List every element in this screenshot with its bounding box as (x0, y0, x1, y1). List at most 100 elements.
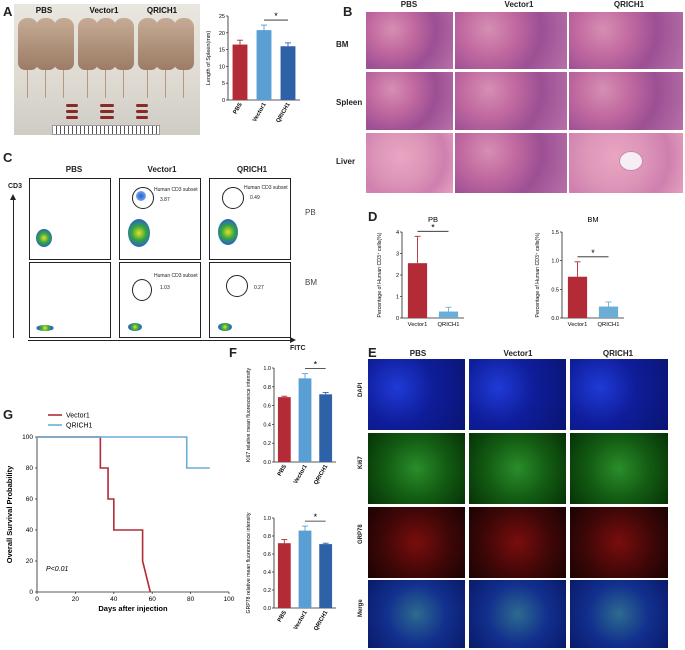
if-image-grp78-pbs (368, 507, 465, 578)
flow-plot-pb-pbs (29, 178, 111, 260)
x-tick-label: QRICH1 (313, 609, 330, 632)
flow-plot-pb-qrich1: Human CD3 subset 0.49 (209, 178, 291, 260)
y-tick-label: 100 (22, 434, 33, 441)
x-tick-label: QRICH1 (276, 101, 293, 124)
panel-label-d: D (368, 209, 378, 224)
he-col-qrich1: QRICH1 (613, 0, 645, 9)
x-tick-label: Vector1 (293, 463, 309, 485)
if-col-vector1: Vector1 (503, 349, 533, 358)
flow-row-pb: PB (305, 208, 316, 217)
y-axis-label: Overall Survival Probability (5, 465, 14, 563)
flow-col-qrich1: QRICH1 (236, 165, 268, 174)
survival-line (37, 436, 210, 469)
if-image-ki67-pbs (368, 433, 465, 504)
x-tick-label: 40 (110, 596, 118, 603)
gate-value: 0.27 (254, 285, 264, 291)
flow-plot-pb-vector1: Human CD3 subset 3.87 (119, 178, 201, 260)
flow-col-vector1: Vector1 (147, 165, 177, 174)
photo-label-pbs: PBS (35, 6, 53, 15)
bar (232, 44, 248, 100)
flow-plot-bm-pbs (29, 262, 111, 338)
panel-label-g: G (3, 407, 14, 422)
y-tick-label: 60 (26, 496, 34, 503)
legend-label: Vector1 (66, 413, 90, 420)
legend-label: QRICH1 (66, 423, 93, 430)
y-axis-label: Percentage of Human CD3⁺ cells(%) (377, 232, 383, 317)
survival-chart: 0 20 40 60 80 100 0 20 40 60 80 100 Vector1 QRICH1 Day… (5, 413, 235, 614)
y-tick-label: 80 (26, 465, 34, 472)
if-image-grp78-vector1 (469, 507, 566, 578)
bar (277, 543, 291, 608)
gate-value: 1.03 (160, 285, 170, 291)
mouse-image (54, 18, 74, 70)
y-tick-label: 1 (396, 295, 399, 301)
chart-title: PB (428, 215, 438, 224)
y-tick-label: 0 (396, 316, 399, 322)
spleen-length-chart: 0 5 10 15 20 25 PBS Vector1 QRICH1 * Length of Spl… (206, 11, 300, 124)
x-tick-label: Vector1 (568, 322, 588, 328)
if-row-merge: Merge (358, 599, 364, 617)
if-image-dapi-pbs (368, 359, 465, 430)
panel-label-b: B (343, 4, 353, 19)
x-tick-label: PBS (277, 464, 288, 477)
panel-label-c: C (3, 150, 13, 165)
bar (319, 394, 333, 462)
y-tick-label: 1.0 (551, 259, 559, 265)
he-col-vector1: Vector1 (504, 0, 534, 9)
x-tick-label: 100 (224, 596, 235, 603)
flow-plot-bm-qrich1: 0.27 (209, 262, 291, 338)
y-tick-label: 0.6 (263, 404, 271, 410)
spleen-image (100, 116, 114, 119)
mouse-image (174, 18, 194, 70)
if-image-dapi-qrich1 (570, 359, 668, 430)
x-tick-label: PBS (277, 610, 288, 623)
if-image-grp78-qrich1 (570, 507, 668, 578)
bar (298, 378, 312, 462)
photo-label-qrich1: QRICH1 (146, 6, 178, 15)
x-tick-label: 20 (72, 596, 80, 603)
grp78-mfi-chart: 0.0 0.2 0.4 0.6 0.8 1.0 PBS Vector1 QRICH1 * GRP78… (246, 512, 336, 632)
he-image-liver-qrich1 (569, 133, 683, 193)
mouse-image (78, 18, 98, 70)
x-tick-label: QRICH1 (438, 322, 460, 328)
y-axis-label: Percentage of Human CD3⁺ cells(%) (535, 232, 541, 317)
y-tick-label: 0.5 (551, 287, 559, 293)
x-tick-label: 60 (149, 596, 157, 603)
he-row-liver: Liver (336, 157, 356, 166)
he-image-bm-pbs (366, 12, 453, 69)
y-tick-label: 2 (396, 273, 399, 279)
y-tick-label: 0.4 (263, 570, 271, 576)
mouse-image (96, 18, 116, 70)
gate-value: 0.49 (250, 195, 260, 201)
bar (256, 30, 272, 100)
spleen-image (100, 110, 114, 113)
x-tick-label: 80 (187, 596, 195, 603)
if-row-grp78: GRP78 (358, 524, 364, 544)
he-image-bm-vector1 (455, 12, 567, 69)
spleen-image (66, 110, 78, 113)
y-tick-label: 0.0 (551, 316, 559, 322)
bar (298, 530, 312, 608)
y-tick-label: 0.2 (263, 588, 271, 594)
if-image-merge-pbs (368, 580, 465, 648)
bar (277, 397, 291, 462)
spleen-image (66, 116, 78, 119)
bar (407, 263, 428, 318)
if-row-dapi: DAPI (358, 382, 364, 397)
he-row-bm: BM (336, 40, 349, 49)
bar (319, 544, 333, 608)
significance-star: * (591, 248, 595, 258)
bar (438, 311, 459, 318)
y-tick-label: 20 (219, 31, 225, 37)
y-tick-label: 1.0 (263, 516, 271, 522)
y-tick-label: 10 (219, 64, 225, 70)
x-tick-label: Vector1 (408, 322, 428, 328)
flow-x-axis-label: FITC (290, 345, 306, 352)
flow-y-axis-label: CD3 (8, 183, 23, 190)
he-col-pbs: PBS (400, 0, 418, 9)
significance-star: * (314, 360, 318, 370)
panel-label-a: A (3, 4, 13, 19)
mouse-image (114, 18, 134, 70)
y-tick-label: 0.0 (263, 606, 271, 612)
x-tick-label: QRICH1 (598, 322, 620, 328)
